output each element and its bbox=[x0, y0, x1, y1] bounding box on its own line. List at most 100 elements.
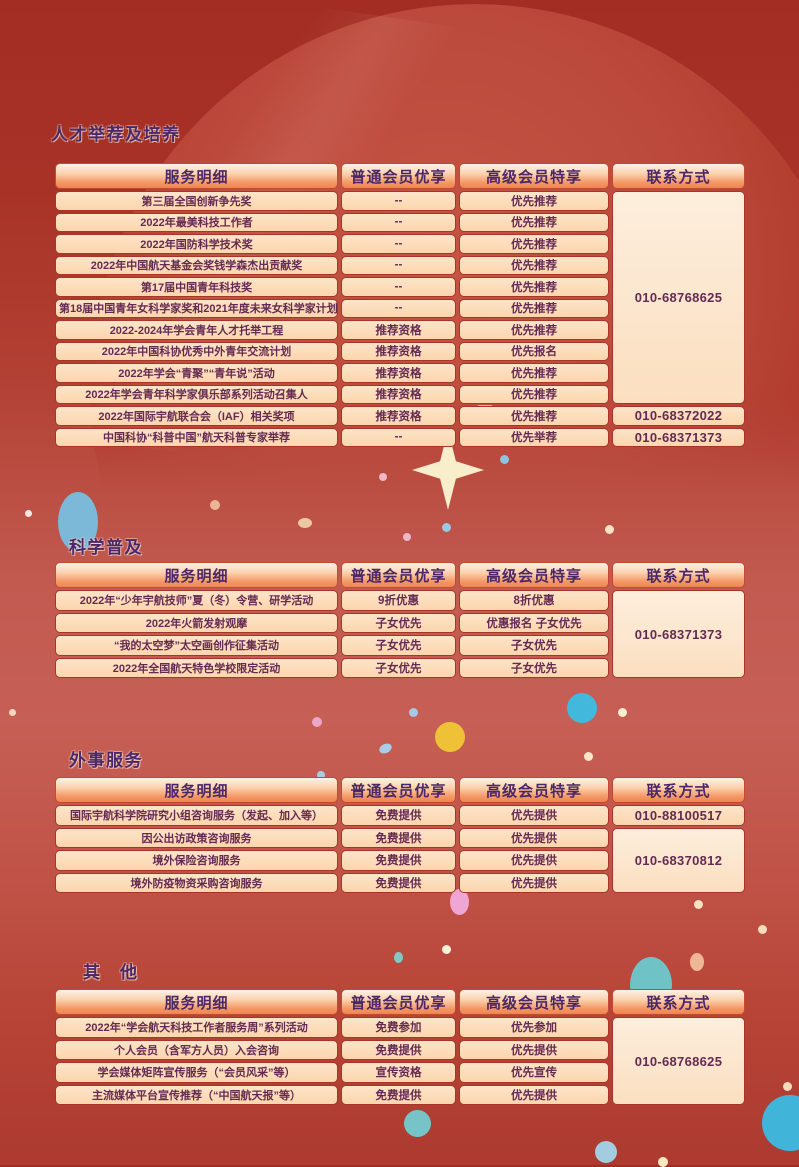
decor-dot bbox=[783, 1082, 792, 1091]
basic-benefit-cell: 推荐资格 bbox=[341, 320, 456, 340]
contact-phone-cell: 010-88100517 bbox=[612, 805, 745, 826]
table-row: 学会媒体矩阵宣传服务（“会员风采”等） 宣传资格 优先宣传 bbox=[55, 1062, 745, 1083]
decor-dot bbox=[584, 752, 593, 761]
decor-dot bbox=[312, 717, 322, 727]
service-cell: 境外保险咨询服务 bbox=[55, 850, 338, 871]
premium-benefit-cell: 优惠报名 子女优先 bbox=[459, 612, 609, 633]
basic-benefit-cell: 9折优惠 bbox=[341, 590, 456, 611]
service-cell: “我的太空梦”太空画创作征集活动 bbox=[55, 635, 338, 656]
table-row: 2022年最美科技工作者 -- 优先推荐 bbox=[55, 212, 745, 232]
service-cell: 2022年全国航天特色学校限定活动 bbox=[55, 657, 338, 678]
service-cell: 2022年国防科学技术奖 bbox=[55, 234, 338, 254]
basic-benefit-cell: 宣传资格 bbox=[341, 1062, 456, 1083]
section-title: 外事服务 bbox=[69, 751, 143, 770]
basic-benefit-cell: -- bbox=[341, 234, 456, 254]
premium-benefit-cell: 优先提供 bbox=[459, 827, 609, 848]
table-row: 主流媒体平台宣传推荐（“中国航天报”等） 免费提供 优先提供 bbox=[55, 1084, 745, 1105]
column-header: 高级会员特享 bbox=[459, 562, 609, 588]
service-cell: 主流媒体平台宣传推荐（“中国航天报”等） bbox=[55, 1084, 338, 1105]
service-cell: 2022年火箭发射观摩 bbox=[55, 612, 338, 633]
column-header: 联系方式 bbox=[612, 163, 745, 189]
basic-benefit-cell: 子女优先 bbox=[341, 635, 456, 656]
column-header: 普通会员优享 bbox=[341, 562, 456, 588]
decor-dot bbox=[450, 889, 469, 915]
premium-benefit-cell: 优先推荐 bbox=[459, 255, 609, 275]
basic-benefit-cell: 免费提供 bbox=[341, 827, 456, 848]
premium-benefit-cell: 优先提供 bbox=[459, 1084, 609, 1105]
basic-benefit-cell: -- bbox=[341, 427, 456, 447]
table-row: 因公出访政策咨询服务 免费提供 优先提供 010-68370812 bbox=[55, 827, 745, 893]
benefits-table: 服务明细 普通会员优享 高级会员特享 联系方式 国际宇航科学院研究小组咨询服务（发起、加… bbox=[52, 775, 748, 895]
decor-dot bbox=[409, 708, 418, 717]
service-cell: 2022年中国科协优秀中外青年交流计划 bbox=[55, 341, 338, 361]
basic-benefit-cell: 免费提供 bbox=[341, 805, 456, 826]
decor-dot bbox=[58, 492, 98, 552]
basic-benefit-cell: 子女优先 bbox=[341, 657, 456, 678]
header-row: 服务明细 普通会员优享 高级会员特享 联系方式 bbox=[55, 777, 745, 803]
basic-benefit-cell: 推荐资格 bbox=[341, 384, 456, 404]
decor-dot bbox=[379, 473, 387, 481]
premium-benefit-cell: 子女优先 bbox=[459, 657, 609, 678]
header-row: 服务明细 普通会员优享 高级会员特享 联系方式 bbox=[55, 163, 745, 189]
service-cell: 2022年“学会航天科技工作者服务周”系列活动 bbox=[55, 1017, 338, 1038]
table-row: 2022-2024年学会青年人才托举工程 推荐资格 优先推荐 bbox=[55, 320, 745, 340]
service-cell: 中国科协“科普中国”航天科普专家举荐 bbox=[55, 427, 338, 447]
header-row: 服务明细 普通会员优享 高级会员特享 联系方式 bbox=[55, 989, 745, 1015]
table-row: 境外保险咨询服务 免费提供 优先提供 bbox=[55, 850, 745, 871]
section-title: 人才举荐及培养 bbox=[51, 125, 181, 144]
table-row: 2022年国防科学技术奖 -- 优先推荐 bbox=[55, 234, 745, 254]
table-row: 个人会员（含军方人员）入会咨询 免费提供 优先提供 bbox=[55, 1039, 745, 1060]
premium-benefit-cell: 优先报名 bbox=[459, 341, 609, 361]
decor-dot bbox=[762, 1095, 799, 1151]
basic-benefit-cell: 免费参加 bbox=[341, 1017, 456, 1038]
service-cell: 境外防疫物资采购咨询服务 bbox=[55, 872, 338, 893]
table-row: 2022年全国航天特色学校限定活动 子女优先 子女优先 bbox=[55, 657, 745, 678]
contact-phone-cell: 010-68370812 bbox=[612, 827, 745, 893]
benefits-table: 服务明细 普通会员优享 高级会员特享 联系方式 第三届全国创新争先奖 -- 优先推荐 010-… bbox=[52, 161, 748, 449]
service-cell: 个人会员（含军方人员）入会咨询 bbox=[55, 1039, 338, 1060]
service-cell: 第17届中国青年科技奖 bbox=[55, 277, 338, 297]
column-header: 普通会员优享 bbox=[341, 777, 456, 803]
service-cell: 第三届全国创新争先奖 bbox=[55, 191, 338, 211]
premium-benefit-cell: 优先宣传 bbox=[459, 1062, 609, 1083]
service-cell: 因公出访政策咨询服务 bbox=[55, 827, 338, 848]
decor-dot bbox=[403, 533, 411, 541]
decor-dot bbox=[567, 693, 597, 723]
service-cell: 2022-2024年学会青年人才托举工程 bbox=[55, 320, 338, 340]
column-header: 高级会员特享 bbox=[459, 989, 609, 1015]
decor-dot bbox=[694, 900, 703, 909]
contact-phone-cell: 010-68371373 bbox=[612, 427, 745, 447]
basic-benefit-cell: 免费提供 bbox=[341, 1039, 456, 1060]
header-row: 服务明细 普通会员优享 高级会员特享 联系方式 bbox=[55, 562, 745, 588]
column-header: 普通会员优享 bbox=[341, 989, 456, 1015]
section-science: 科学普及 服务明细 普通会员优享 高级会员特享 联系方式 2022年“少年宇航技师”夏（… bbox=[55, 533, 745, 680]
decor-dot bbox=[690, 953, 704, 971]
premium-benefit-cell: 优先推荐 bbox=[459, 320, 609, 340]
premium-benefit-cell: 优先举荐 bbox=[459, 427, 609, 447]
section-talent: 人才举荐及培养 服务明细 普通会员优享 高级会员特享 联系方式 第三届全国创新争先奖 --… bbox=[51, 120, 748, 449]
service-cell: 2022年国际宇航联合会（IAF）相关奖项 bbox=[55, 406, 338, 426]
column-header: 服务明细 bbox=[55, 163, 338, 189]
decor-dot bbox=[435, 722, 465, 752]
basic-benefit-cell: -- bbox=[341, 277, 456, 297]
table-row: 第18届中国青年女科学家奖和2021年度未来女科学家计划 -- 优先推荐 bbox=[55, 298, 745, 318]
decor-dot bbox=[394, 952, 403, 963]
basic-benefit-cell: 推荐资格 bbox=[341, 341, 456, 361]
table-row: 第17届中国青年科技奖 -- 优先推荐 bbox=[55, 277, 745, 297]
premium-benefit-cell: 优先提供 bbox=[459, 1039, 609, 1060]
decor-dot bbox=[25, 510, 32, 517]
premium-benefit-cell: 子女优先 bbox=[459, 635, 609, 656]
decor-dot bbox=[658, 1157, 668, 1167]
table-row: 2022年中国航天基金会奖钱学森杰出贡献奖 -- 优先推荐 bbox=[55, 255, 745, 275]
column-header: 联系方式 bbox=[612, 777, 745, 803]
section-others: 其 他 服务明细 普通会员优享 高级会员特享 联系方式 2022年“学会航天科技工作者服… bbox=[55, 958, 745, 1107]
premium-benefit-cell: 优先推荐 bbox=[459, 384, 609, 404]
table-row: 境外防疫物资采购咨询服务 免费提供 优先提供 bbox=[55, 872, 745, 893]
premium-benefit-cell: 优先提供 bbox=[459, 872, 609, 893]
premium-benefit-cell: 优先推荐 bbox=[459, 212, 609, 232]
decor-dot bbox=[442, 523, 451, 532]
decor-dot bbox=[404, 1110, 431, 1137]
basic-benefit-cell: -- bbox=[341, 212, 456, 232]
premium-benefit-cell: 优先推荐 bbox=[459, 191, 609, 211]
premium-benefit-cell: 优先参加 bbox=[459, 1017, 609, 1038]
